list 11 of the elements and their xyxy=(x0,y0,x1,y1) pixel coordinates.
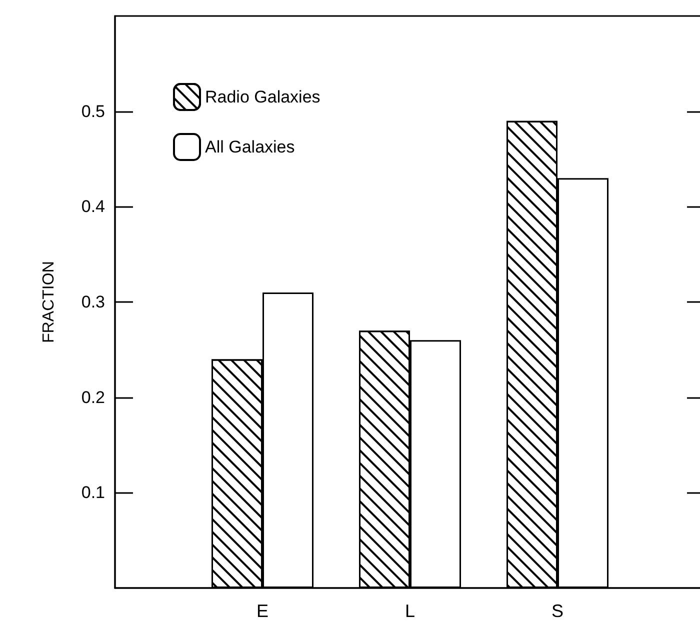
y-tick-label: 0.4 xyxy=(81,197,105,216)
y-tick-label: 0.5 xyxy=(81,102,105,121)
legend-label: Radio Galaxies xyxy=(205,88,320,106)
y-tick-label: 0.2 xyxy=(81,388,105,407)
x-tick-label: S xyxy=(551,601,564,621)
y-tick-label: 0.3 xyxy=(81,292,105,312)
x-tick-label: E xyxy=(256,601,269,621)
legend-label: All Galaxies xyxy=(205,138,295,156)
y-axis-title: FRACTION xyxy=(40,261,58,343)
y-tick-label: 0.1 xyxy=(81,483,105,502)
x-tick-label: L xyxy=(404,601,416,621)
